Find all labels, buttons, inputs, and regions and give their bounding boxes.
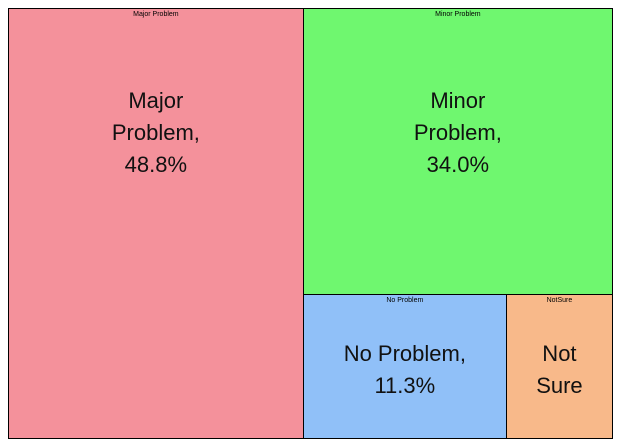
tile-header: No Problem xyxy=(386,296,424,304)
tile-label: Minor Problem, 34.0% xyxy=(413,88,502,177)
tile: No Problem No Problem, 11.3% xyxy=(302,293,507,439)
tile: Minor Problem Minor Problem, 34.0% xyxy=(302,8,613,295)
tile-header: NotSure xyxy=(546,296,573,304)
tile-label: Not Sure xyxy=(536,340,583,398)
tile: Major Problem Major Problem, 48.8% xyxy=(8,8,304,439)
tile-header: Major Problem xyxy=(133,11,179,18)
tile: NotSure Not Sure xyxy=(505,293,613,439)
tile-label: Major Problem, 48.8% xyxy=(111,88,200,177)
tile-header: Minor Problem xyxy=(435,11,481,18)
tile-label: No Problem, 11.3% xyxy=(343,340,466,398)
